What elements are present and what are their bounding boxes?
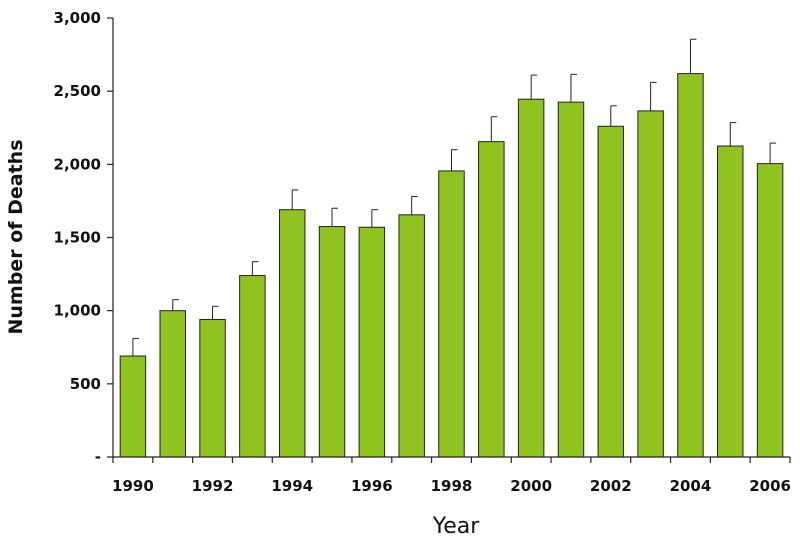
bar [677,73,704,458]
bar [199,318,226,458]
bar [438,170,465,458]
bar [597,125,625,458]
bar [398,214,425,458]
x-tick-label: 2000 [510,477,552,495]
x-tick-label: 2002 [590,477,632,495]
x-tick-label: 1998 [431,477,473,495]
bar [318,226,346,458]
bar [119,355,147,458]
y-axis: - 500 1,000 1,500 2,000 2,500 3,000 [54,9,114,466]
bar [159,310,186,458]
bar [358,226,386,458]
x-axis-label: Year [432,514,481,539]
bar [239,275,266,458]
bar [756,163,784,458]
bars [119,38,784,458]
bar [478,141,505,458]
bar [637,110,664,458]
x-tick-label: 1990 [112,477,154,495]
y-tick-label: 500 [70,375,101,393]
x-tick-label: 1994 [271,477,313,495]
x-tick-label: 1992 [192,477,234,495]
bar [717,145,744,458]
y-tick-label: 3,000 [54,9,101,27]
x-tick-label: 2004 [670,477,712,495]
y-axis-label: Number of Deaths [5,139,27,334]
y-tick-label: 1,000 [54,302,101,320]
x-tick-label: 2006 [749,477,791,495]
bar [278,209,306,458]
y-tick-label: 1,500 [54,229,101,247]
bar [517,98,545,458]
y-tick-label: 2,000 [54,155,101,173]
x-tick-label: 1996 [351,477,393,495]
bar [557,101,585,458]
x-axis: 1990 1992 1994 1996 1998 2000 2002 2004 2006 [112,456,791,495]
y-tick-label: - [95,448,101,466]
y-tick-label: 2,500 [54,82,101,100]
